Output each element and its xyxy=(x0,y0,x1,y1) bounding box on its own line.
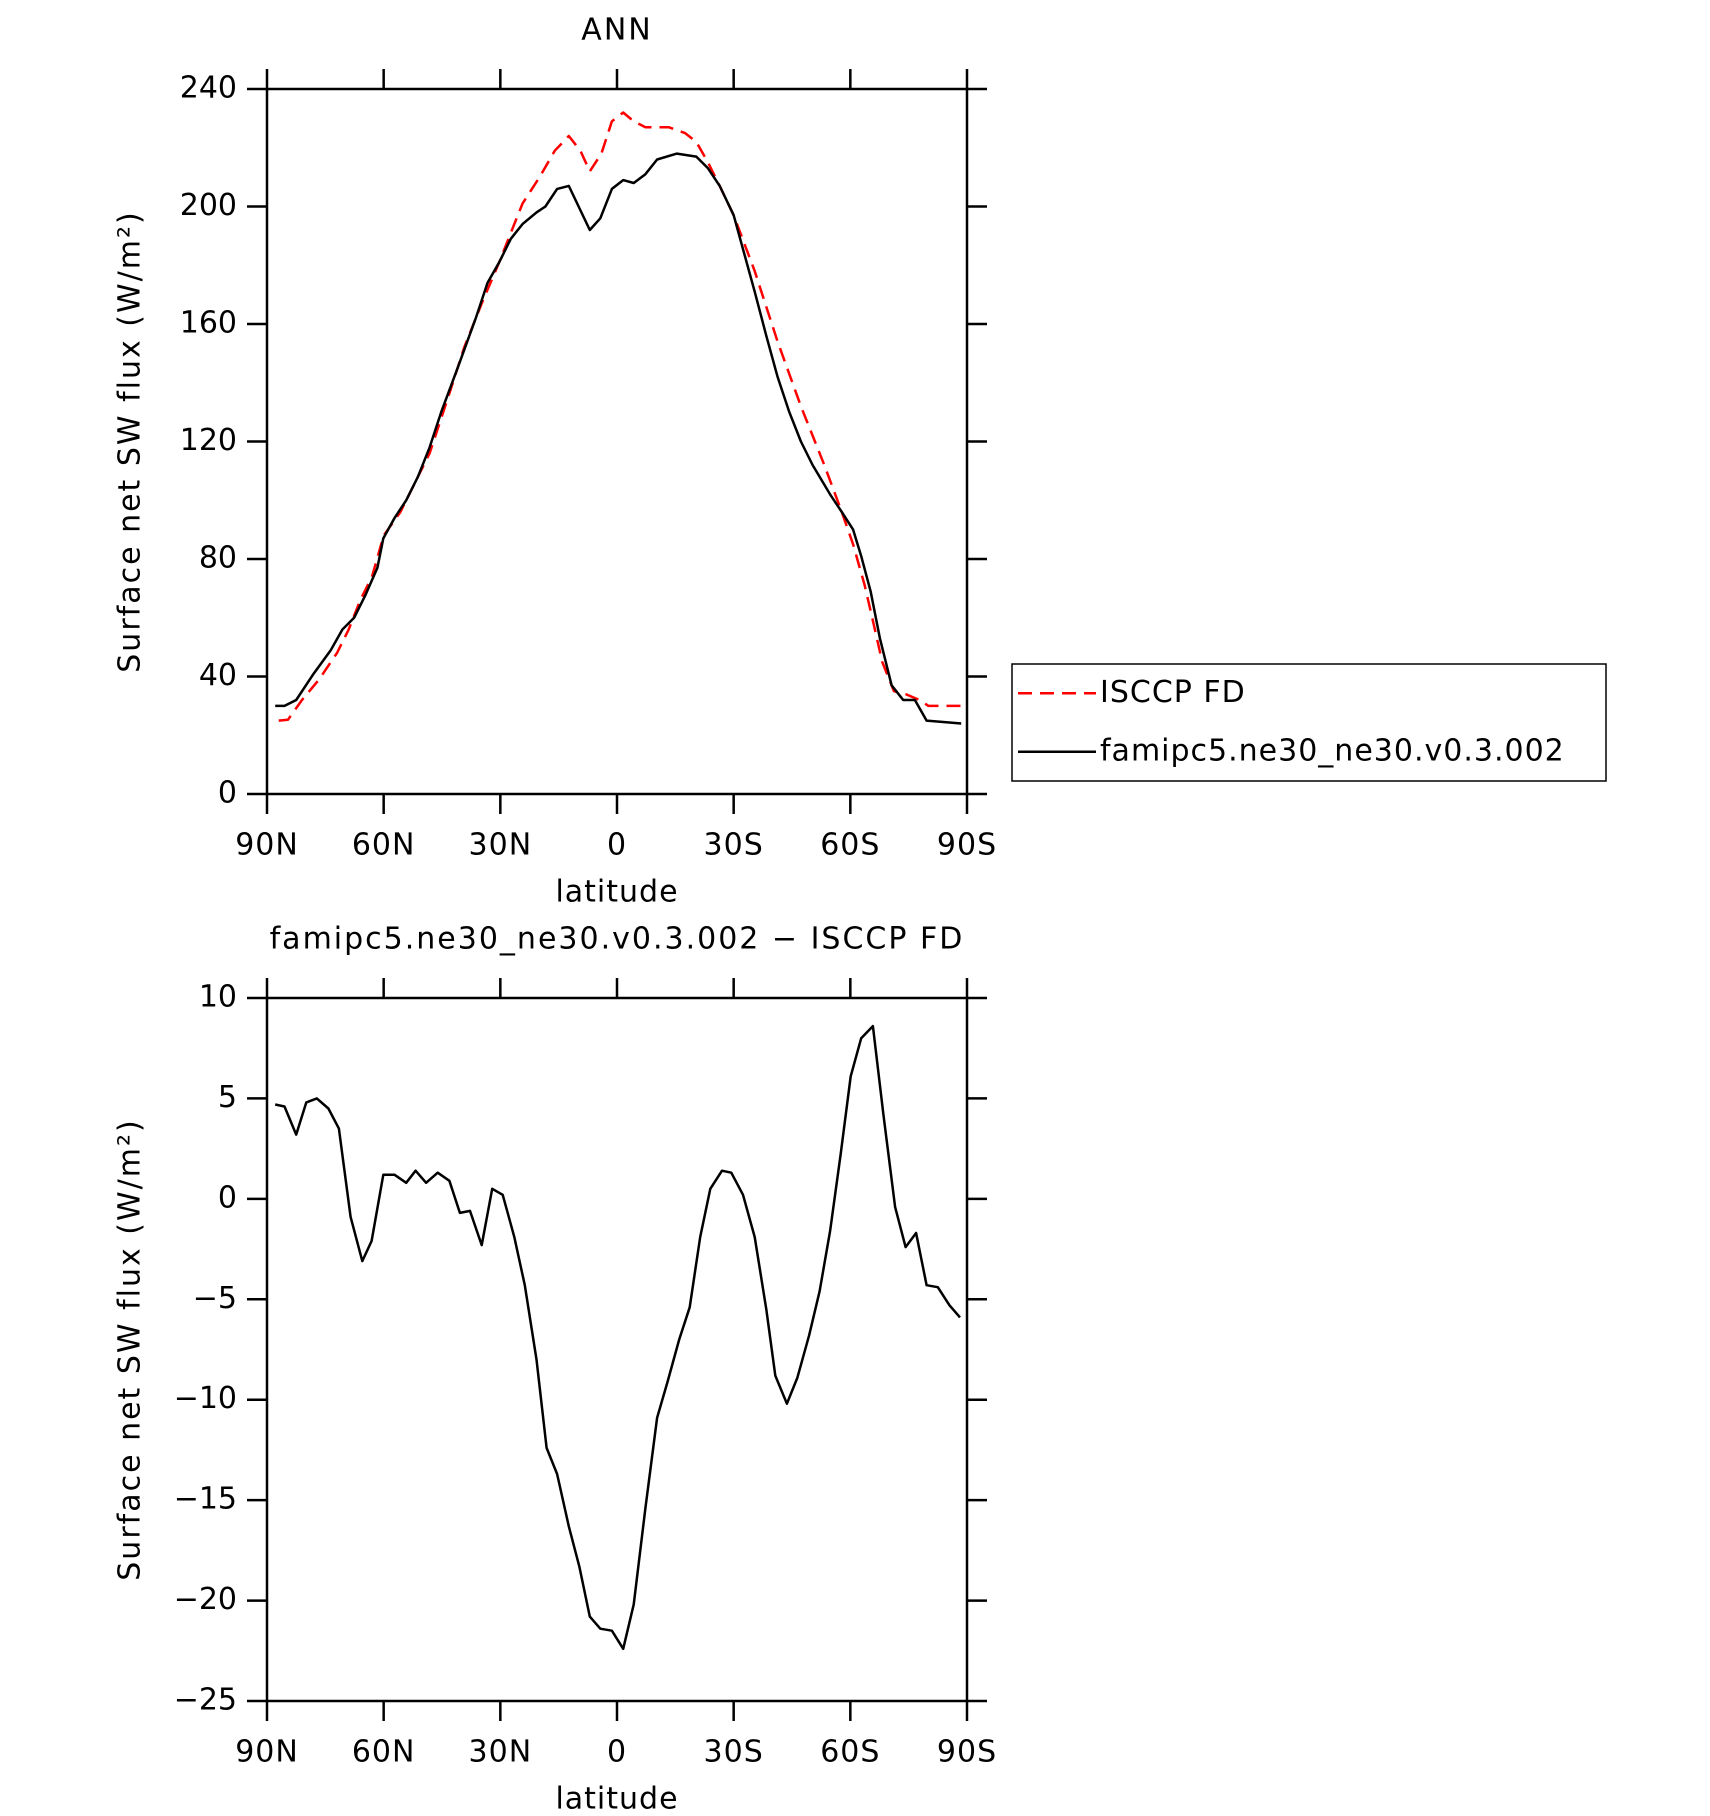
legend-label: ISCCP FD xyxy=(1100,675,1246,710)
plot-frame xyxy=(265,996,969,1703)
y-tick-label: 0 xyxy=(218,1180,237,1215)
y-tick-label: 240 xyxy=(180,71,237,106)
data-line xyxy=(278,111,962,722)
legend-label: famipc5.ne30_ne30.v0.3.002 xyxy=(1100,733,1565,768)
y-tick-label: −20 xyxy=(174,1582,237,1617)
y-tick-label: 200 xyxy=(180,188,237,223)
x-tick-label: 60N xyxy=(352,1735,416,1770)
y-axis-label: Surface net SW flux (W/m²) xyxy=(113,1118,148,1580)
x-tick-label: 30N xyxy=(469,828,533,863)
x-tick-label: 60N xyxy=(352,828,416,863)
x-axis-label: latitude xyxy=(555,1782,678,1816)
y-tick-label: −10 xyxy=(174,1381,237,1416)
y-tick-label: 160 xyxy=(180,306,237,341)
legend-box xyxy=(1011,663,1607,782)
x-tick-label: 60S xyxy=(820,1735,880,1770)
x-tick-label: 0 xyxy=(607,828,627,863)
y-tick-label: 10 xyxy=(199,980,237,1015)
y-tick-label: 0 xyxy=(218,776,237,811)
y-tick-label: −25 xyxy=(174,1683,237,1718)
x-tick-label: 30N xyxy=(469,1735,533,1770)
y-tick-label: 80 xyxy=(199,541,237,576)
y-tick-label: 40 xyxy=(199,658,237,693)
y-tick-label: −15 xyxy=(174,1482,237,1517)
chart-title: famipc5.ne30_ne30.v0.3.002 − ISCCP FD xyxy=(270,922,965,957)
chart-title: ANN xyxy=(581,13,652,48)
y-axis-label: Surface net SW flux (W/m²) xyxy=(113,210,148,672)
plot-frame xyxy=(265,87,969,796)
x-tick-label: 90S xyxy=(937,828,997,863)
x-tick-label: 30S xyxy=(704,1735,764,1770)
y-tick-label: 5 xyxy=(218,1080,237,1115)
x-tick-label: 90N xyxy=(235,828,299,863)
x-tick-label: 90S xyxy=(937,1735,997,1770)
x-tick-label: 30S xyxy=(704,828,764,863)
x-tick-label: 60S xyxy=(820,828,880,863)
y-tick-label: 120 xyxy=(180,423,237,458)
y-tick-label: −5 xyxy=(193,1281,237,1316)
data-line xyxy=(274,1024,961,1651)
x-tick-label: 0 xyxy=(607,1735,627,1770)
x-tick-label: 90N xyxy=(235,1735,299,1770)
x-axis-label: latitude xyxy=(555,875,678,910)
data-line xyxy=(275,152,962,725)
